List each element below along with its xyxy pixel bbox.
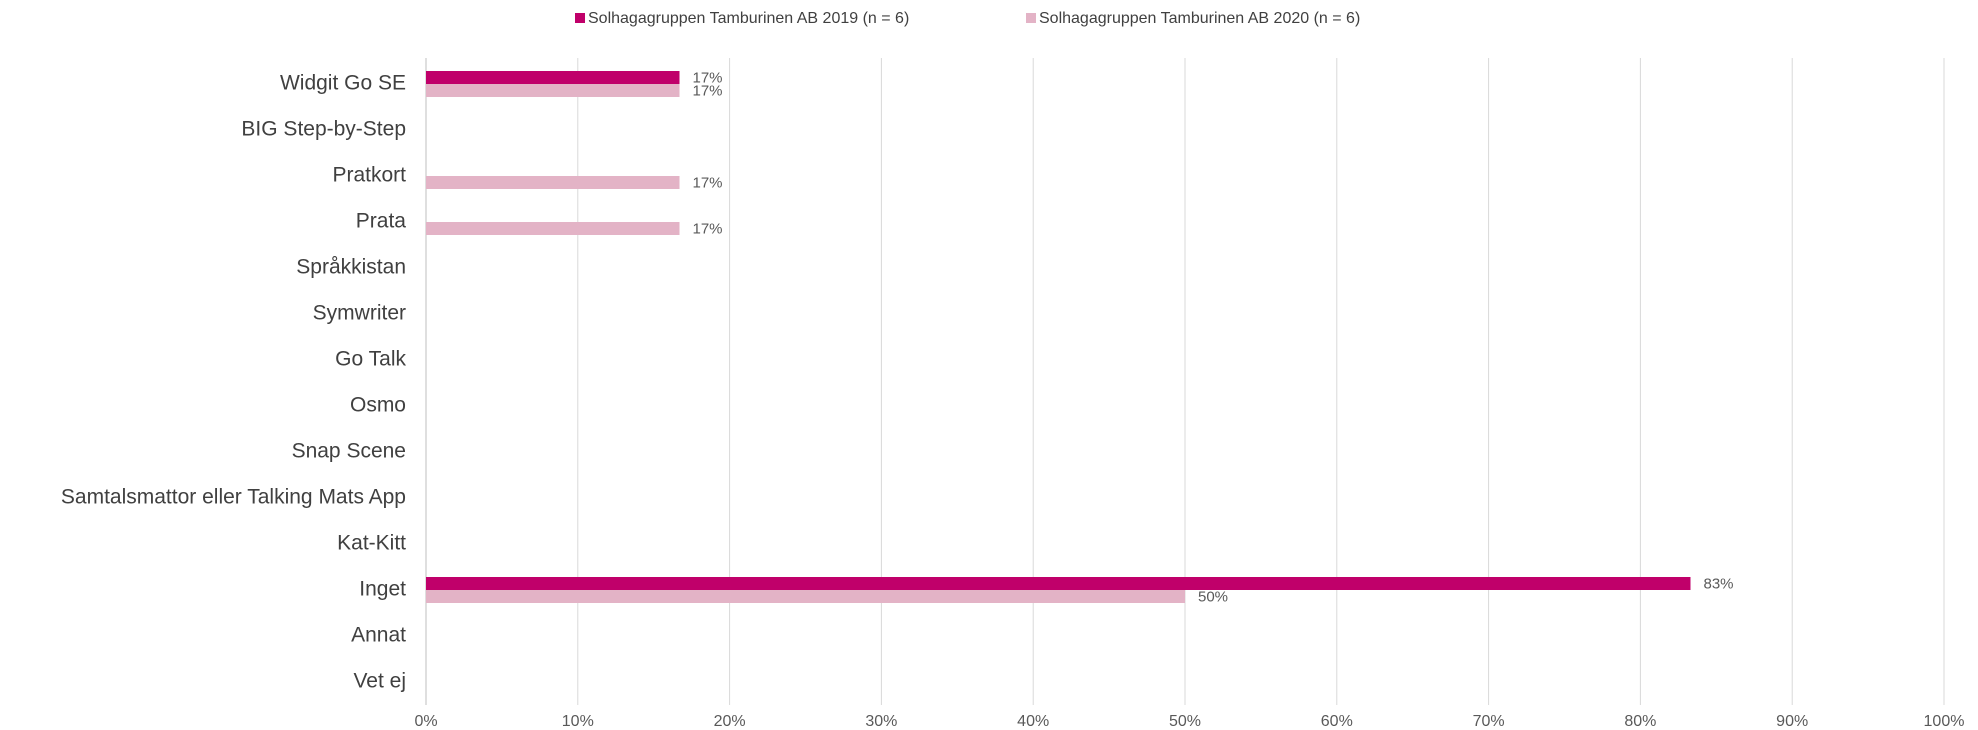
y-tick-label: Annat <box>351 624 406 647</box>
y-tick-label: Symwriter <box>313 302 406 325</box>
bar <box>426 222 680 235</box>
x-tick-label: 100% <box>1924 713 1965 730</box>
y-tick-label: Samtalsmattor eller Talking Mats App <box>61 486 406 509</box>
bar <box>426 577 1691 590</box>
data-label: 17% <box>693 220 723 237</box>
y-tick-label: Widgit Go SE <box>280 72 406 95</box>
legend-swatch <box>575 13 585 23</box>
y-tick-label: Go Talk <box>335 348 406 371</box>
y-tick-label: Pratkort <box>332 164 406 187</box>
x-tick-label: 60% <box>1321 713 1353 730</box>
x-tick-label: 0% <box>414 713 437 730</box>
y-tick-label: Vet ej <box>353 670 406 693</box>
data-label: 50% <box>1198 588 1228 605</box>
y-tick-label: BIG Step-by-Step <box>241 118 406 141</box>
y-tick-label: Språkkistan <box>296 256 406 279</box>
data-label: 17% <box>693 82 723 99</box>
y-tick-label: Osmo <box>350 394 406 417</box>
legend-label: Solhagagruppen Tamburinen AB 2019 (n = 6… <box>588 10 909 27</box>
x-tick-label: 10% <box>562 713 594 730</box>
x-tick-label: 90% <box>1776 713 1808 730</box>
y-tick-label: Snap Scene <box>292 440 406 463</box>
y-tick-label: Inget <box>359 578 406 601</box>
x-tick-label: 50% <box>1169 713 1201 730</box>
bar <box>426 176 680 189</box>
y-tick-label: Prata <box>356 210 407 233</box>
x-tick-label: 40% <box>1017 713 1049 730</box>
data-label: 17% <box>693 174 723 191</box>
x-tick-label: 30% <box>865 713 897 730</box>
x-tick-label: 20% <box>714 713 746 730</box>
bar <box>426 84 680 97</box>
x-tick-label: 70% <box>1473 713 1505 730</box>
legend-swatch <box>1026 13 1036 23</box>
x-tick-label: 80% <box>1624 713 1656 730</box>
legend-label: Solhagagruppen Tamburinen AB 2020 (n = 6… <box>1039 10 1360 27</box>
data-label: 83% <box>1703 575 1733 592</box>
bar <box>426 590 1185 603</box>
bar <box>426 71 680 84</box>
y-tick-label: Kat-Kitt <box>337 532 406 555</box>
data-label: 17% <box>693 69 723 86</box>
